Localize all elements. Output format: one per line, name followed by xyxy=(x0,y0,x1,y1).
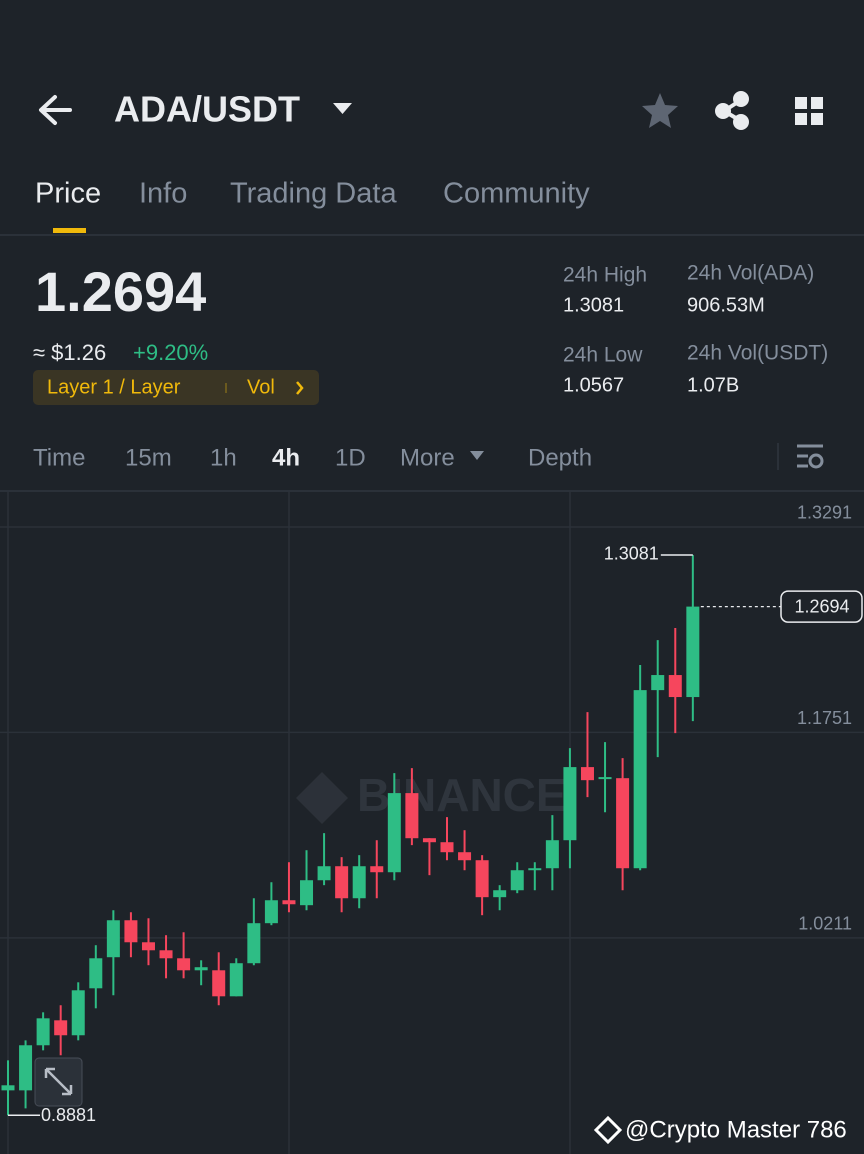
candle-body xyxy=(633,690,647,869)
high-marker-label: 1.3081 xyxy=(604,544,659,564)
low-marker-label: 0.8881 xyxy=(41,1105,96,1125)
interval[interactable]: 15m xyxy=(125,444,172,471)
stat-label: 24h Vol(USDT) xyxy=(687,342,828,365)
candle-body xyxy=(458,852,472,861)
candle-body xyxy=(352,866,366,899)
price-change: +9.20% xyxy=(133,340,208,365)
candle-body xyxy=(36,1018,50,1046)
last-price-box xyxy=(780,590,863,623)
tab-indicator xyxy=(53,228,86,233)
tag-box[interactable] xyxy=(33,370,319,405)
candle-body xyxy=(264,900,278,924)
candle-body xyxy=(335,866,349,899)
candle-body xyxy=(300,880,314,906)
tag[interactable]: Layer 1 / Layer xyxy=(47,376,181,398)
candle-body xyxy=(159,950,173,959)
interval[interactable]: Depth xyxy=(528,444,592,471)
last-price: 1.2694 xyxy=(35,260,206,323)
more-dropdown[interactable] xyxy=(470,451,484,460)
candle-body xyxy=(89,958,103,989)
candle-body xyxy=(440,842,454,853)
candle-body xyxy=(616,778,630,869)
y-tick-label: 1.1751 xyxy=(797,708,852,728)
candle-body xyxy=(493,890,507,898)
candle-body xyxy=(387,793,401,873)
candle-body xyxy=(668,675,682,698)
tab[interactable]: Trading Data xyxy=(230,178,397,210)
candle-body xyxy=(475,860,489,898)
candle-body xyxy=(194,967,208,971)
last-price-label: 1.2694 xyxy=(794,596,849,616)
stat-value: 1.0567 xyxy=(563,374,624,396)
y-tick-label: 1.0211 xyxy=(798,914,852,934)
candle-body xyxy=(317,866,331,881)
candle-body xyxy=(528,868,542,871)
candle-body xyxy=(405,793,419,839)
fiat-price: ≈ $1.26 xyxy=(33,340,106,365)
layout-icon[interactable] xyxy=(795,97,823,125)
candle-body xyxy=(229,963,243,997)
candle-body xyxy=(563,767,577,841)
interval[interactable]: More xyxy=(400,444,455,471)
tab[interactable]: Price xyxy=(35,178,101,210)
candle-body xyxy=(54,1020,68,1036)
credit-logo xyxy=(593,1115,623,1145)
candle-body xyxy=(124,920,138,943)
candle-body xyxy=(545,840,559,869)
interval[interactable]: 1D xyxy=(335,444,366,471)
pair-dropdown[interactable] xyxy=(333,103,352,114)
share-icon[interactable] xyxy=(715,91,749,130)
pair-title[interactable]: ADA/USDT xyxy=(114,89,300,130)
back-button[interactable] xyxy=(39,95,72,125)
candle-body xyxy=(71,990,85,1036)
candle-body xyxy=(247,923,261,964)
candle-body xyxy=(19,1045,33,1091)
candle-body xyxy=(212,970,226,997)
candle-body xyxy=(106,920,120,958)
candle-body xyxy=(510,870,524,891)
candle-body xyxy=(1,1085,15,1091)
candle-body xyxy=(141,942,155,951)
candles: 1.3081 0.8881 1.2694 xyxy=(1,544,863,1125)
watermark-logo xyxy=(296,772,348,824)
stat-value: 906.53M xyxy=(687,294,765,316)
stat-label: 24h Low xyxy=(563,344,643,367)
candle-body xyxy=(686,606,700,698)
candle-body xyxy=(370,866,384,873)
candle-body xyxy=(177,958,191,971)
candle-body xyxy=(598,777,612,780)
candle-body xyxy=(422,838,436,843)
expand-button[interactable] xyxy=(34,1057,83,1107)
tag-link[interactable]: Vol xyxy=(247,376,275,398)
interval-active[interactable]: 4h xyxy=(272,444,300,471)
tag-chevron xyxy=(296,381,304,395)
credit: @Crypto Master 786 xyxy=(625,1116,847,1143)
candlestick-chart: 1.3291 1.1751 1.0211 xyxy=(0,503,864,939)
favorite-star[interactable] xyxy=(642,93,678,128)
stat-value: 1.07B xyxy=(687,374,739,396)
tab[interactable]: Info xyxy=(139,178,187,210)
stat-label: 24h High xyxy=(563,264,647,287)
tab[interactable]: Community xyxy=(443,178,590,210)
y-tick-label: 1.3291 xyxy=(797,503,852,523)
candle-body xyxy=(580,767,594,781)
stat-value: 1.3081 xyxy=(563,294,624,316)
candle-body xyxy=(651,675,665,691)
interval[interactable]: Time xyxy=(33,444,85,471)
stat-label: 24h Vol(ADA) xyxy=(687,262,814,285)
interval[interactable]: 1h xyxy=(210,444,237,471)
chart-settings[interactable] xyxy=(797,444,824,469)
candle-body xyxy=(282,900,296,905)
